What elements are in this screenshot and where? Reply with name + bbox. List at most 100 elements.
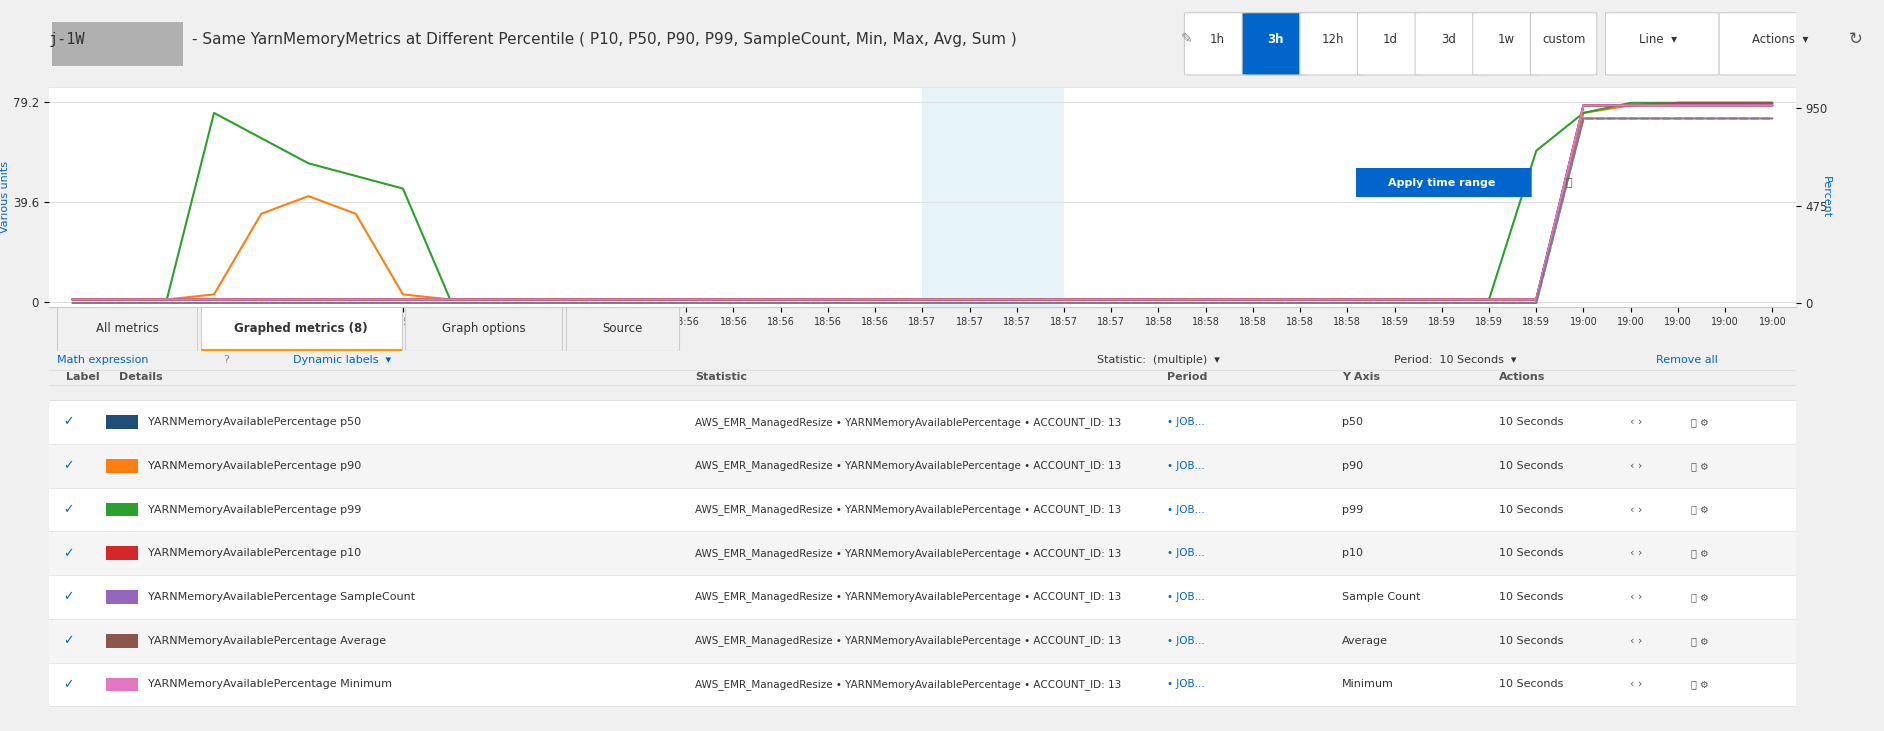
Bar [49,619,1795,662]
Text: AWS_EMR_ManagedResize • YARNMemoryAvailablePercentage • ACCOUNT_ID: 13: AWS_EMR_ManagedResize • YARNMemoryAvaila… [695,417,1121,428]
FancyBboxPatch shape [1415,12,1481,75]
Bar [49,401,1795,444]
Text: ‹ ›: ‹ › [1630,548,1643,558]
Text: AWS_EMR_ManagedResize • YARNMemoryAvailablePercentage • ACCOUNT_ID: 13: AWS_EMR_ManagedResize • YARNMemoryAvaila… [695,635,1121,646]
Text: Y Axis: Y Axis [1341,373,1379,382]
Text: AWS_EMR_ManagedResize • YARNMemoryAvailablePercentage • ACCOUNT_ID: 13: AWS_EMR_ManagedResize • YARNMemoryAvaila… [695,504,1121,515]
Text: custom: custom [1541,33,1584,46]
Text: 10 Seconds: 10 Seconds [1500,504,1564,515]
Bar [405,307,563,351]
Bar [49,575,1795,619]
Text: Period:  10 Seconds  ▾: Period: 10 Seconds ▾ [1394,355,1517,366]
Text: YARNMemoryAvailablePercentage SampleCount: YARNMemoryAvailablePercentage SampleCoun… [149,592,416,602]
Text: ✓: ✓ [62,678,73,691]
Bar [49,488,1795,531]
Text: Actions: Actions [1500,373,1545,382]
Text: ✓: ✓ [62,416,73,428]
Bar [106,415,138,429]
Text: Average: Average [1341,636,1389,645]
FancyBboxPatch shape [1185,12,1251,75]
Text: ✓: ✓ [62,635,73,647]
Text: 10 Seconds: 10 Seconds [1500,636,1564,645]
FancyBboxPatch shape [1530,12,1598,75]
FancyBboxPatch shape [1718,12,1850,75]
Text: • JOB...: • JOB... [1166,636,1204,645]
Bar [106,459,138,473]
Text: All metrics: All metrics [96,322,158,336]
Text: YARNMemoryAvailablePercentage p50: YARNMemoryAvailablePercentage p50 [149,417,362,427]
Text: 1w: 1w [1498,33,1515,46]
Text: • JOB...: • JOB... [1166,679,1204,689]
Text: YARNMemoryAvailablePercentage Average: YARNMemoryAvailablePercentage Average [149,636,386,645]
Text: ‹ ›: ‹ › [1630,592,1643,602]
Text: Graph options: Graph options [443,322,526,336]
Text: • JOB...: • JOB... [1166,504,1204,515]
Text: 🔔 ⚙: 🔔 ⚙ [1692,636,1709,645]
Text: Graphed metrics (8): Graphed metrics (8) [234,322,367,336]
Text: - Same YarnMemoryMetrics at Different Percentile ( P10, P50, P90, P99, SampleCou: - Same YarnMemoryMetrics at Different Pe… [192,32,1017,47]
Circle shape [1873,38,1884,41]
Bar [49,662,1795,706]
Text: 🔔 ⚙: 🔔 ⚙ [1692,592,1709,602]
Text: • JOB...: • JOB... [1166,417,1204,427]
Bar [923,88,1064,307]
Text: Statistic: Statistic [695,373,748,382]
Legend: YARNMemoryAvailablePercentage p50, YARNMemoryAvailablePercentage p90, YARNMemory: YARNMemoryAvailablePercentage p50, YARNM… [55,395,1051,429]
Text: AWS_EMR_ManagedResize • YARNMemoryAvailablePercentage • ACCOUNT_ID: 13: AWS_EMR_ManagedResize • YARNMemoryAvaila… [695,591,1121,602]
Text: Dynamic labels  ▾: Dynamic labels ▾ [294,355,392,366]
Bar [106,678,138,692]
Text: 🔔 ⚙: 🔔 ⚙ [1692,417,1709,427]
Text: ↻: ↻ [1848,31,1861,48]
Text: ✎: ✎ [1181,32,1193,47]
Text: ‹ ›: ‹ › [1630,417,1643,427]
Text: Math expression: Math expression [58,355,149,366]
Text: Remove all: Remove all [1656,355,1718,366]
Text: p50: p50 [1341,417,1362,427]
FancyBboxPatch shape [1473,12,1539,75]
Text: 🔔 ⚙: 🔔 ⚙ [1692,461,1709,471]
Text: ‹ ›: ‹ › [1630,636,1643,645]
Bar [58,307,198,351]
Text: 10 Seconds: 10 Seconds [1500,417,1564,427]
FancyBboxPatch shape [1605,12,1718,75]
Text: p10: p10 [1341,548,1362,558]
Text: AWS_EMR_ManagedResize • YARNMemoryAvailablePercentage • ACCOUNT_ID: 13: AWS_EMR_ManagedResize • YARNMemoryAvaila… [695,461,1121,471]
Text: YARNMemoryAvailablePercentage Minimum: YARNMemoryAvailablePercentage Minimum [149,679,392,689]
Text: Period: Period [1166,373,1208,382]
Text: 10 Seconds: 10 Seconds [1500,592,1564,602]
Text: Apply time range: Apply time range [1389,178,1494,188]
Text: j-1W: j-1W [49,32,85,47]
Text: 1d: 1d [1383,33,1398,46]
Bar [106,547,138,560]
Text: ‹ ›: ‹ › [1630,461,1643,471]
Bar [202,307,401,351]
Text: AWS_EMR_ManagedResize • YARNMemoryAvailablePercentage • ACCOUNT_ID: 13: AWS_EMR_ManagedResize • YARNMemoryAvaila… [695,548,1121,558]
Text: ?: ? [224,355,230,366]
Text: p99: p99 [1341,504,1362,515]
Bar [106,590,138,604]
Text: ‹ ›: ‹ › [1630,679,1643,689]
Text: Line  ▾: Line ▾ [1639,33,1677,46]
Bar [565,307,680,351]
Text: Sample Count: Sample Count [1341,592,1421,602]
Text: AWS_EMR_ManagedResize • YARNMemoryAvailablePercentage • ACCOUNT_ID: 13: AWS_EMR_ManagedResize • YARNMemoryAvaila… [695,679,1121,690]
Text: Label: Label [66,373,100,382]
Bar [53,22,183,66]
Text: Statistic:  (multiple)  ▾: Statistic: (multiple) ▾ [1096,355,1221,366]
Text: 🔔 ⚙: 🔔 ⚙ [1692,679,1709,689]
FancyBboxPatch shape [1351,167,1532,198]
Text: 3h: 3h [1268,33,1283,46]
Bar [49,531,1795,575]
Text: 3d: 3d [1441,33,1456,46]
Bar [106,503,138,516]
Text: Source: Source [603,322,642,336]
Text: 1h: 1h [1210,33,1225,46]
Text: YARNMemoryAvailablePercentage p90: YARNMemoryAvailablePercentage p90 [149,461,362,471]
Text: ✓: ✓ [62,503,73,516]
Text: Details: Details [119,373,162,382]
Text: ✓: ✓ [62,547,73,560]
Text: 12h: 12h [1323,33,1343,46]
Text: ✓: ✓ [62,591,73,604]
Text: • JOB...: • JOB... [1166,592,1204,602]
Text: ‹ ›: ‹ › [1630,504,1643,515]
